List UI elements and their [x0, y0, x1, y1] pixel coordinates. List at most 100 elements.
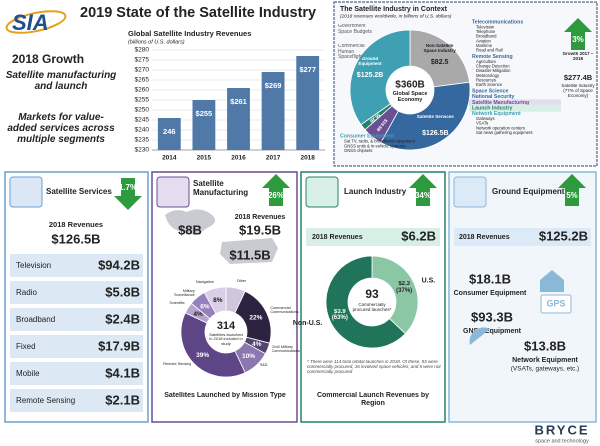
page-title: 2019 State of the Satellite Industry [80, 5, 316, 21]
context-item: GNSS units & in-vehicle systems [344, 143, 405, 148]
growth-arrow [409, 174, 437, 206]
center-value: 314 [217, 320, 236, 332]
segment-value-label: 10% [242, 353, 255, 360]
gps-icon: GPS [546, 298, 565, 308]
segment-label: U.S. [422, 278, 436, 285]
world-value: $8B [178, 222, 202, 237]
context-item: GNSS chipsets [344, 148, 372, 153]
context-item: Network operation centers [476, 125, 525, 130]
y-tick-label: $250 [135, 107, 150, 114]
context-group-title: Telecommunications [472, 19, 523, 25]
service-name: Remote Sensing [16, 396, 75, 405]
service-value: $5.8B [105, 284, 140, 299]
industry-label: Satellite Industry (77% of Space Economy… [561, 84, 595, 98]
segment-value-label: 39% [196, 352, 209, 359]
context-group-title: Satellite Manufacturing [472, 100, 529, 106]
bar-value-label: $277 [299, 65, 316, 74]
segment-label: Commercial Communications [270, 306, 299, 315]
context-item: Sat news gathering equipment [476, 130, 533, 135]
manufacturing-icon [156, 176, 190, 208]
segment-label: Network Equipment [512, 357, 578, 364]
segment-value: $18.1B [469, 271, 511, 286]
service-value: $17.9B [98, 338, 140, 353]
segment-value-label: $126.5B [422, 130, 448, 137]
x-tick-label: 2017 [266, 155, 281, 162]
panel-title: Satellite Services [46, 187, 112, 196]
growth-arrow [564, 18, 592, 50]
segment-label: Civil/ Military Communications [271, 345, 300, 354]
gps-box [540, 294, 572, 314]
growth-item: Satellite manufacturing and launch [5, 70, 117, 92]
context-stripe [469, 99, 561, 107]
context-group-title: Remote Sensing [472, 54, 513, 60]
y-tick-label: $245 [135, 117, 150, 124]
context-item: Meteorology [476, 73, 500, 78]
growth-value: 1.7% [119, 183, 137, 192]
ground-band [454, 228, 591, 246]
revenue-value: $125.2B [539, 228, 588, 243]
segment-label: GNSS Equipment [463, 328, 522, 335]
bar [157, 118, 181, 150]
context-group-title: Launch Industry [472, 106, 512, 112]
segment-label: Scientific [169, 300, 185, 305]
context-growth-label: Growth 2017 – 2018 [562, 52, 594, 61]
context-item: Road and Rail [476, 48, 503, 53]
us-value: $11.5B [229, 247, 270, 262]
x-tick-label: 2014 [162, 155, 177, 162]
y-tick-label: $260 [135, 87, 150, 94]
y-tick-label: $275 [135, 57, 150, 64]
growth-item: Markets for value-added services across … [7, 112, 115, 145]
growth-title: 2018 Growth [12, 52, 84, 66]
segment-label: Other [236, 279, 247, 284]
bar [227, 88, 250, 150]
segment-value-label: 22% [249, 315, 262, 322]
segment-label: Satellite Services [416, 115, 454, 120]
segment-value: $93.3B [471, 309, 513, 324]
donut-center [206, 312, 246, 352]
revenue-label: 2018 Revenues [235, 214, 286, 221]
segment-value: $13.8B [524, 338, 566, 353]
segment-label: Military Surveillance [174, 289, 195, 298]
context-item: Disaster Mitigation [476, 68, 511, 73]
segment-value-label: $82.5 [431, 59, 449, 66]
context-stripe [469, 104, 561, 112]
panel-title: Launch Industry [344, 187, 407, 196]
bar [261, 72, 285, 150]
context-item: Maritime [476, 43, 493, 48]
context-item: Earth Science [476, 82, 503, 87]
service-name: Mobile [16, 369, 40, 378]
segment-value-label: 8% [213, 297, 223, 304]
service-value: $2.1B [105, 392, 140, 407]
segment-label: Ground Equipment [358, 57, 382, 67]
footer-tagline: space and technology [535, 438, 589, 444]
segment-value-label: 4% [193, 311, 203, 318]
segment-label: R&D [259, 362, 268, 367]
x-tick-label: 2015 [197, 155, 212, 162]
service-row [10, 362, 143, 385]
segment-value-label: $125.2B [357, 72, 383, 79]
donut-segment [380, 81, 471, 151]
bar-value-label: $261 [230, 97, 247, 106]
context-side-label: Commercial Human Spaceflight [338, 44, 365, 60]
growth-arrow [558, 174, 586, 206]
context-item: Resources [476, 77, 496, 82]
service-name: Fixed [16, 342, 36, 351]
growth-value: 26% [268, 191, 284, 200]
context-group-title: Space Science [472, 88, 508, 94]
context-item: Telephone [476, 29, 496, 34]
service-value: $2.4B [105, 311, 140, 326]
ground-panel [448, 171, 597, 423]
service-row [10, 254, 143, 277]
chart-caption: Satellites Launched by Mission Type [164, 392, 286, 399]
chart-title: Global Satellite Industry Revenues [128, 29, 251, 38]
center-label: Commercially procured launches* [352, 303, 392, 312]
ground-icon [453, 176, 487, 208]
launch-band [306, 228, 440, 246]
bar-value-label: 246 [163, 127, 176, 136]
context-item: Aviation [476, 38, 491, 43]
growth-value: 3% [572, 35, 584, 44]
revenue-value: $19.5B [239, 222, 281, 237]
segment-detail: (VSATs, gateways, etc.) [511, 366, 580, 373]
y-tick-label: $265 [135, 77, 150, 84]
